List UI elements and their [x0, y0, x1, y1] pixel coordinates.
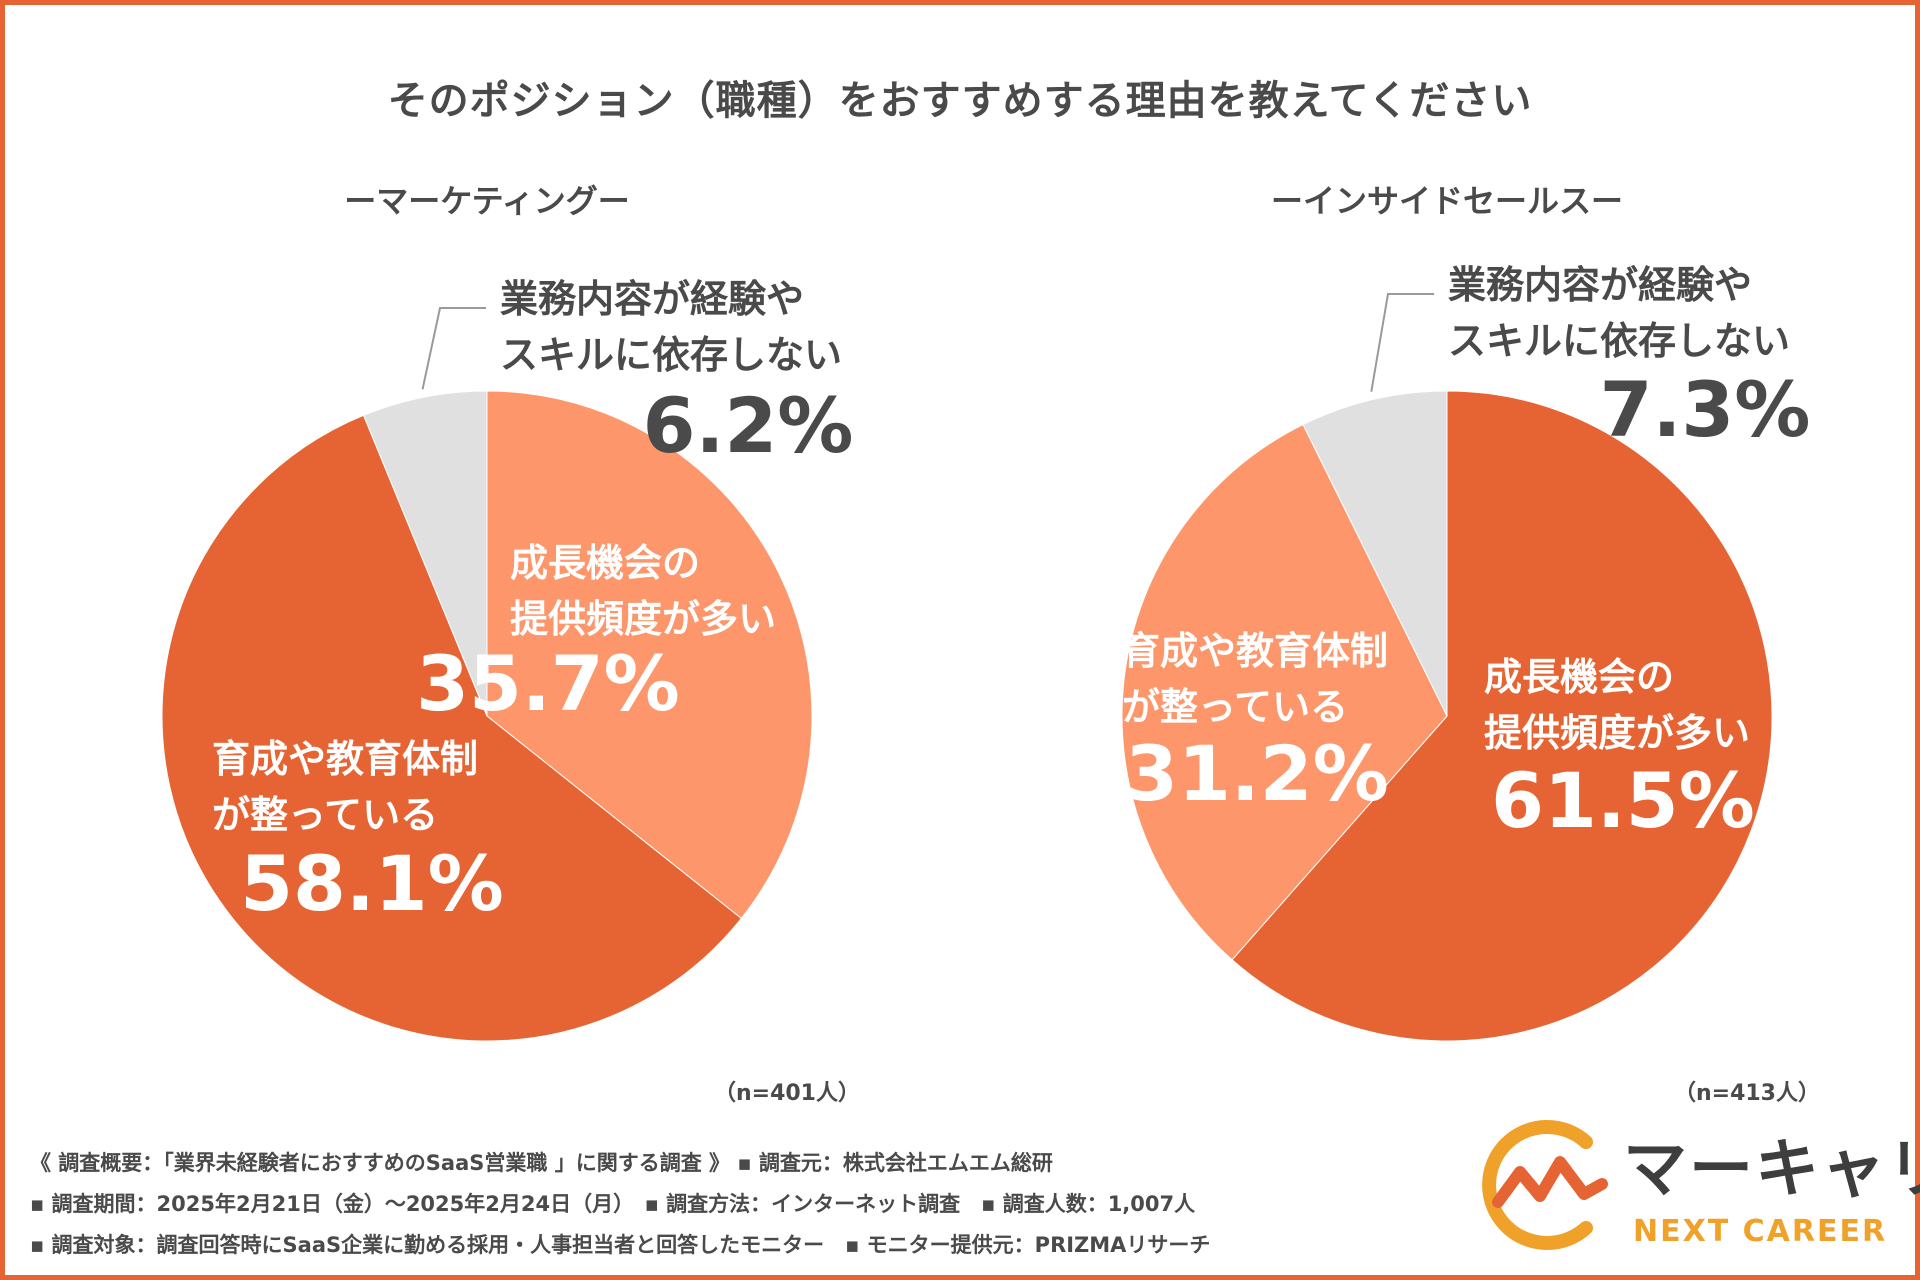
pie-0-n-label: （n=401人） [714, 1081, 860, 1106]
logo-subtext: NEXT CAREER [1633, 1214, 1888, 1249]
pie-0-leader-line [421, 307, 486, 390]
pie-1-slice-1-label-line-1: が整っている [1122, 685, 1348, 729]
pie-1-slice-0 [1231, 390, 1773, 1042]
logo-text: マーキャリ [1623, 1133, 1920, 1207]
pie-1-slice-2-value-label: 7.3% [1600, 365, 1811, 454]
pie-1-title: ーインサイドセールスー [1271, 182, 1623, 220]
pie-0-slice-1 [161, 414, 742, 1042]
pie-0-slice-1-label-line-0: 育成や教育体制 [212, 737, 478, 781]
pie-1-leader-line [1370, 293, 1434, 392]
pie-1-slice-0-label-line-0: 成長機会の [1484, 655, 1674, 699]
pie-1-slice-1-value-label: 31.2% [1125, 729, 1389, 818]
pie-0-slice-2-value-label: 6.2% [643, 381, 854, 470]
pie-1-slice-1-label-line-0: 育成や教育体制 [1122, 629, 1388, 673]
survey-period: ▪ 調査期間：2025年2月21日（金）〜2025年2月24日（月） ▪ 調査方… [30, 1192, 1196, 1216]
pie-0-title: ーマーケティングー [344, 182, 629, 220]
logo-mark-icon [1482, 1120, 1608, 1250]
pie-0-slice-2-label-line-0: 業務内容が経験や [500, 277, 804, 321]
pie-0-slice-1-label-line-1: が整っている [212, 793, 438, 837]
pie-0-slice-0-label-line-0: 成長機会の [510, 541, 700, 585]
pie-0-slice-0 [486, 390, 813, 920]
pie-1-slice-1 [1121, 423, 1448, 961]
pie-0-slice-1-value-label: 58.1% [240, 839, 504, 928]
pie-0-slice-0-value-label: 35.7% [416, 639, 680, 728]
brand-logo: マーキャリ NEXT CAREER [1468, 1110, 1920, 1260]
survey-overview: 《 調査概要：「業界未経験者におすすめのSaaS営業職 」に関する調査 》 ▪ … [30, 1151, 1053, 1175]
pie-1-slice-0-value-label: 61.5% [1491, 756, 1755, 845]
pie-0-slice-2 [362, 390, 488, 717]
pie-0-slice-0-label-line-1: 提供頻度が多い [510, 597, 776, 641]
pie-1-slice-0-label-line-1: 提供頻度が多い [1484, 711, 1750, 755]
pie-1-slice-2-label-line-1: スキルに依存しない [1448, 319, 1790, 363]
pie-1-slice-2 [1302, 390, 1448, 717]
pie-1-n-label: （n=413人） [1674, 1081, 1820, 1106]
pie-1-slice-2-label-line-0: 業務内容が経験や [1448, 263, 1752, 307]
page-title: そのポジション（職種）をおすすめする理由を教えてください [387, 78, 1533, 124]
pie-0-slice-2-label-line-1: スキルに依存しない [500, 333, 842, 377]
survey-target: ▪ 調査対象：調査回答時にSaaS企業に勤める採用・人事担当者と回答したモニター… [30, 1233, 1211, 1257]
